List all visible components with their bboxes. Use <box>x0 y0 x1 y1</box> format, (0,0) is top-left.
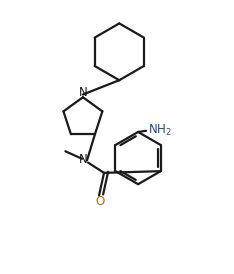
Text: NH$_2$: NH$_2$ <box>148 123 172 138</box>
Text: O: O <box>95 195 105 208</box>
Text: N: N <box>79 86 87 99</box>
Text: N: N <box>79 153 87 166</box>
